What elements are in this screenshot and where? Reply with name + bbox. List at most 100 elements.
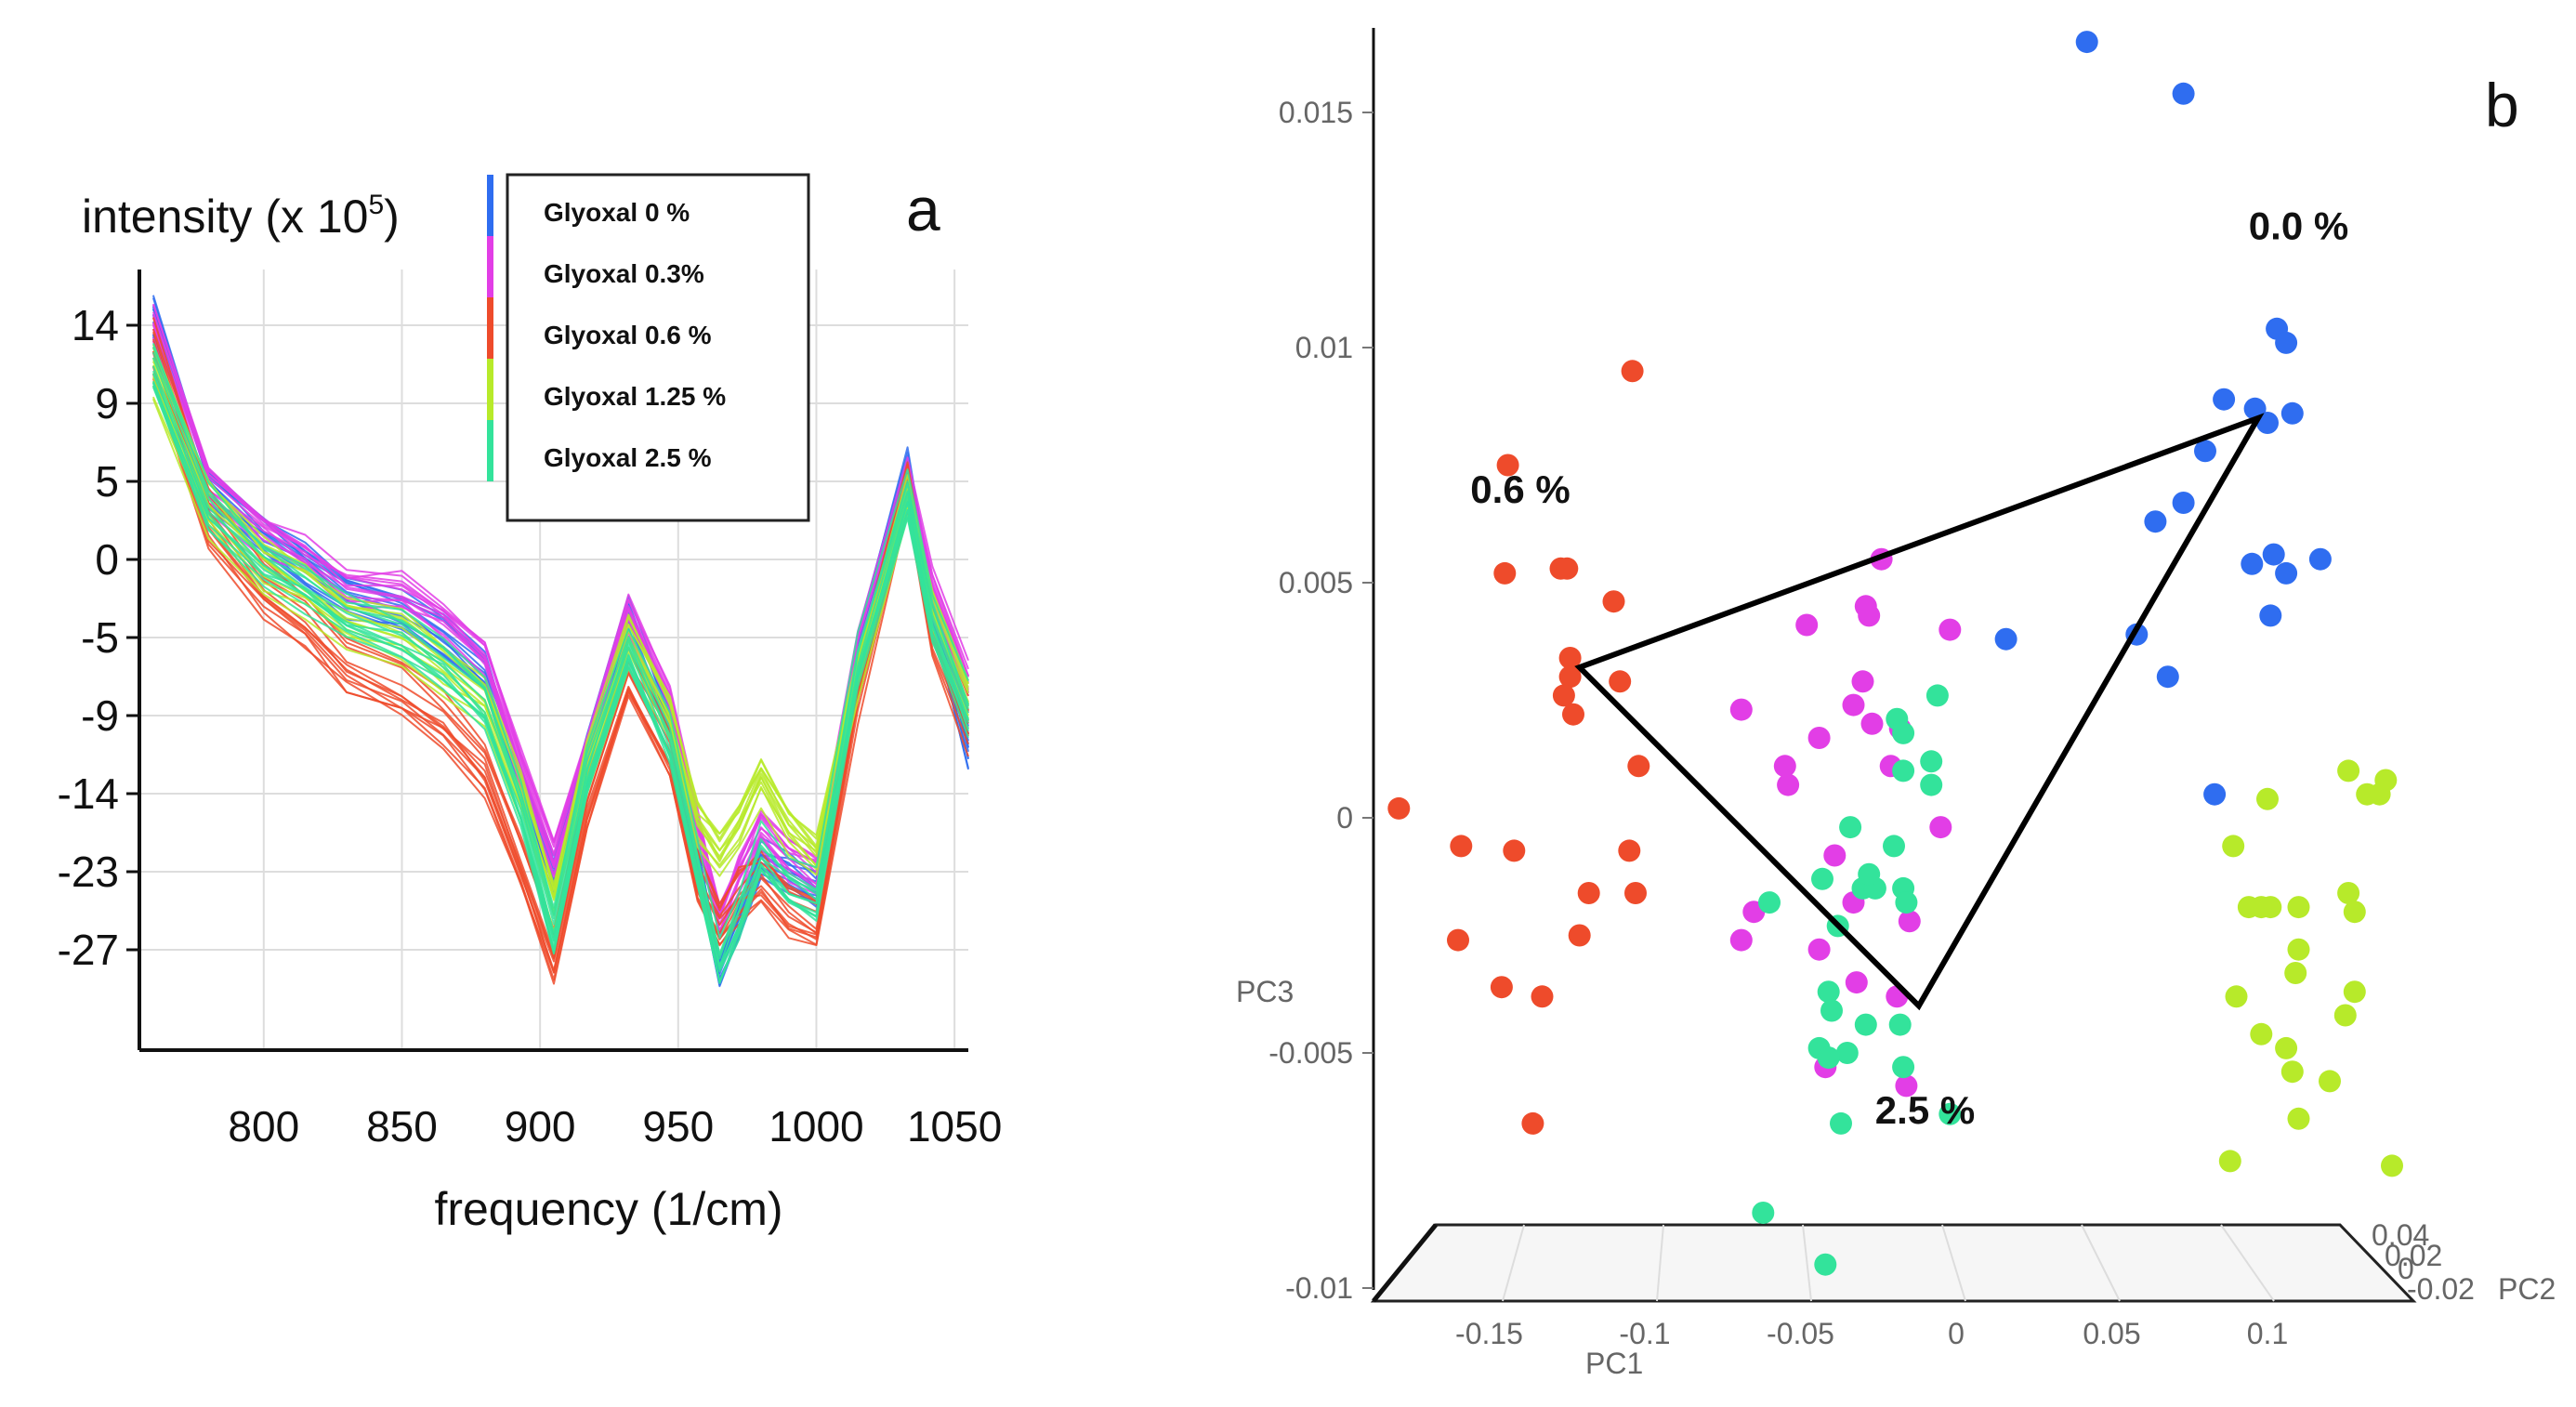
pca-point xyxy=(2241,552,2264,575)
pca-y-tick-label: -0.01 xyxy=(1285,1271,1353,1305)
legend-entry: Glyoxal 1.25 % xyxy=(544,382,726,411)
pca-point xyxy=(1552,684,1575,707)
pca-point xyxy=(1845,971,1868,994)
pca-x-axis-title: PC1 xyxy=(1585,1347,1643,1380)
pca-point xyxy=(2308,547,2332,571)
pca-x-tick-label: 0.1 xyxy=(2247,1317,2288,1350)
pca-chart: 0.015 0.01 0.005 0 -0.005 -0.01 -0.15 -0.1 -0.0… xyxy=(1236,28,2556,1380)
pca-point xyxy=(2280,1060,2304,1084)
pca-point xyxy=(2284,962,2307,984)
pca-point xyxy=(2218,1150,2241,1173)
pca-point xyxy=(1773,755,1796,778)
pca-point xyxy=(1920,773,1943,796)
pca-y-tick-label: 0 xyxy=(1336,801,1353,835)
spectrum-line xyxy=(151,387,969,982)
pca-x-tick-label: 0 xyxy=(1948,1317,1965,1350)
pca-point xyxy=(1830,1111,1852,1135)
floor-grid-5 xyxy=(2081,1224,2121,1302)
pca-point xyxy=(1820,999,1843,1022)
spectra-x-tick-label: 800 xyxy=(228,1102,299,1151)
pca-x-tick-label: -0.15 xyxy=(1455,1317,1523,1350)
pca-point xyxy=(1521,1111,1544,1135)
pca-point xyxy=(1925,684,1949,707)
pca-point xyxy=(1562,703,1584,726)
panel-label-a: a xyxy=(906,175,940,243)
pca-point xyxy=(1729,928,1753,952)
pca-point xyxy=(2222,835,2245,858)
pca-point xyxy=(1892,759,1915,782)
pca-3d-floor xyxy=(1370,1223,2417,1303)
pca-x-tick-label: -0.1 xyxy=(1619,1317,1670,1350)
pca-point xyxy=(1851,670,1874,693)
pca-point xyxy=(2319,1070,2341,1093)
spectra-lines xyxy=(151,295,969,988)
pca-point xyxy=(1618,839,1641,862)
pca-point xyxy=(1503,839,1526,862)
spectrum-line xyxy=(151,344,969,890)
pca-y-axis-title: PC3 xyxy=(1236,975,1294,1008)
pca-point xyxy=(1817,1046,1840,1070)
pca-point xyxy=(1795,613,1819,637)
pca-point xyxy=(2343,901,2366,924)
pca-point xyxy=(1895,891,1918,914)
pca-y-tick-label: 0.005 xyxy=(1279,566,1353,599)
group-centroid-triangle xyxy=(1574,413,2265,1011)
spectra-x-tick-label: 900 xyxy=(505,1102,576,1151)
pca-point xyxy=(1807,727,1831,749)
pca-point xyxy=(2144,510,2167,533)
legend-swatch xyxy=(487,175,493,236)
pca-point xyxy=(2381,1154,2403,1177)
pca-point xyxy=(2275,1036,2298,1059)
pca-point xyxy=(1898,910,1921,933)
spectrum-line xyxy=(151,365,969,967)
pca-point xyxy=(2343,980,2366,1004)
spectrum-line xyxy=(151,377,969,981)
pca-point xyxy=(2275,561,2298,585)
pca-point xyxy=(2287,896,2310,919)
spectra-x-tick-label: 850 xyxy=(366,1102,438,1151)
pca-point xyxy=(2256,787,2279,810)
pca-point xyxy=(1892,1056,1915,1079)
legend-swatch xyxy=(487,236,493,297)
pca-point xyxy=(1496,454,1519,477)
pca-point xyxy=(1892,721,1915,744)
pca-point xyxy=(1994,627,2017,651)
legend-swatch xyxy=(487,359,493,420)
spectra-y-tick-label: 14 xyxy=(72,301,119,349)
legend-entry: Glyoxal 0 % xyxy=(544,198,690,227)
panel-label-b: b xyxy=(2485,71,2519,139)
pca-point xyxy=(2287,938,2310,961)
legend-entry: Glyoxal 2.5 % xyxy=(544,443,712,472)
pca-point xyxy=(1860,712,1884,735)
spectra-y-axis-title: intensity (x 105) xyxy=(82,190,400,243)
pca-point xyxy=(2250,1022,2273,1045)
pca-x-ticks: -0.15 -0.1 -0.05 0 0.05 0.1 xyxy=(1455,1317,2288,1350)
spectra-y-tick-label: -14 xyxy=(58,769,119,818)
pca-point xyxy=(1568,924,1591,947)
floor-grid-4 xyxy=(1941,1224,1966,1302)
spectra-y-tick-label: -23 xyxy=(58,848,119,896)
floor-edge-left xyxy=(1372,1223,1438,1303)
pca-point xyxy=(1939,618,1962,641)
pca-point xyxy=(1811,867,1833,890)
pca-point xyxy=(2203,782,2227,806)
pca-point xyxy=(1490,976,1513,999)
spectrum-line xyxy=(151,358,969,886)
pca-point xyxy=(1835,1042,1859,1064)
pca-group-label: 0.0 % xyxy=(2249,204,2348,248)
pca-point xyxy=(1858,862,1881,886)
pca-point xyxy=(1624,882,1647,904)
pca-z-tick-label: 0.04 xyxy=(2372,1218,2429,1252)
pca-point xyxy=(1450,835,1473,858)
pca-point xyxy=(1556,557,1579,580)
spectrum-line xyxy=(151,350,969,959)
pca-point xyxy=(2172,82,2195,105)
pca-point xyxy=(1920,750,1943,773)
pca-point xyxy=(1621,360,1644,383)
pca-point xyxy=(2256,412,2279,434)
pca-point xyxy=(1558,647,1582,669)
pca-point xyxy=(2337,759,2360,782)
pca-group-labels: 0.0 % 0.6 % 2.5 % xyxy=(1470,204,2348,1132)
pca-point xyxy=(1752,1202,1775,1224)
